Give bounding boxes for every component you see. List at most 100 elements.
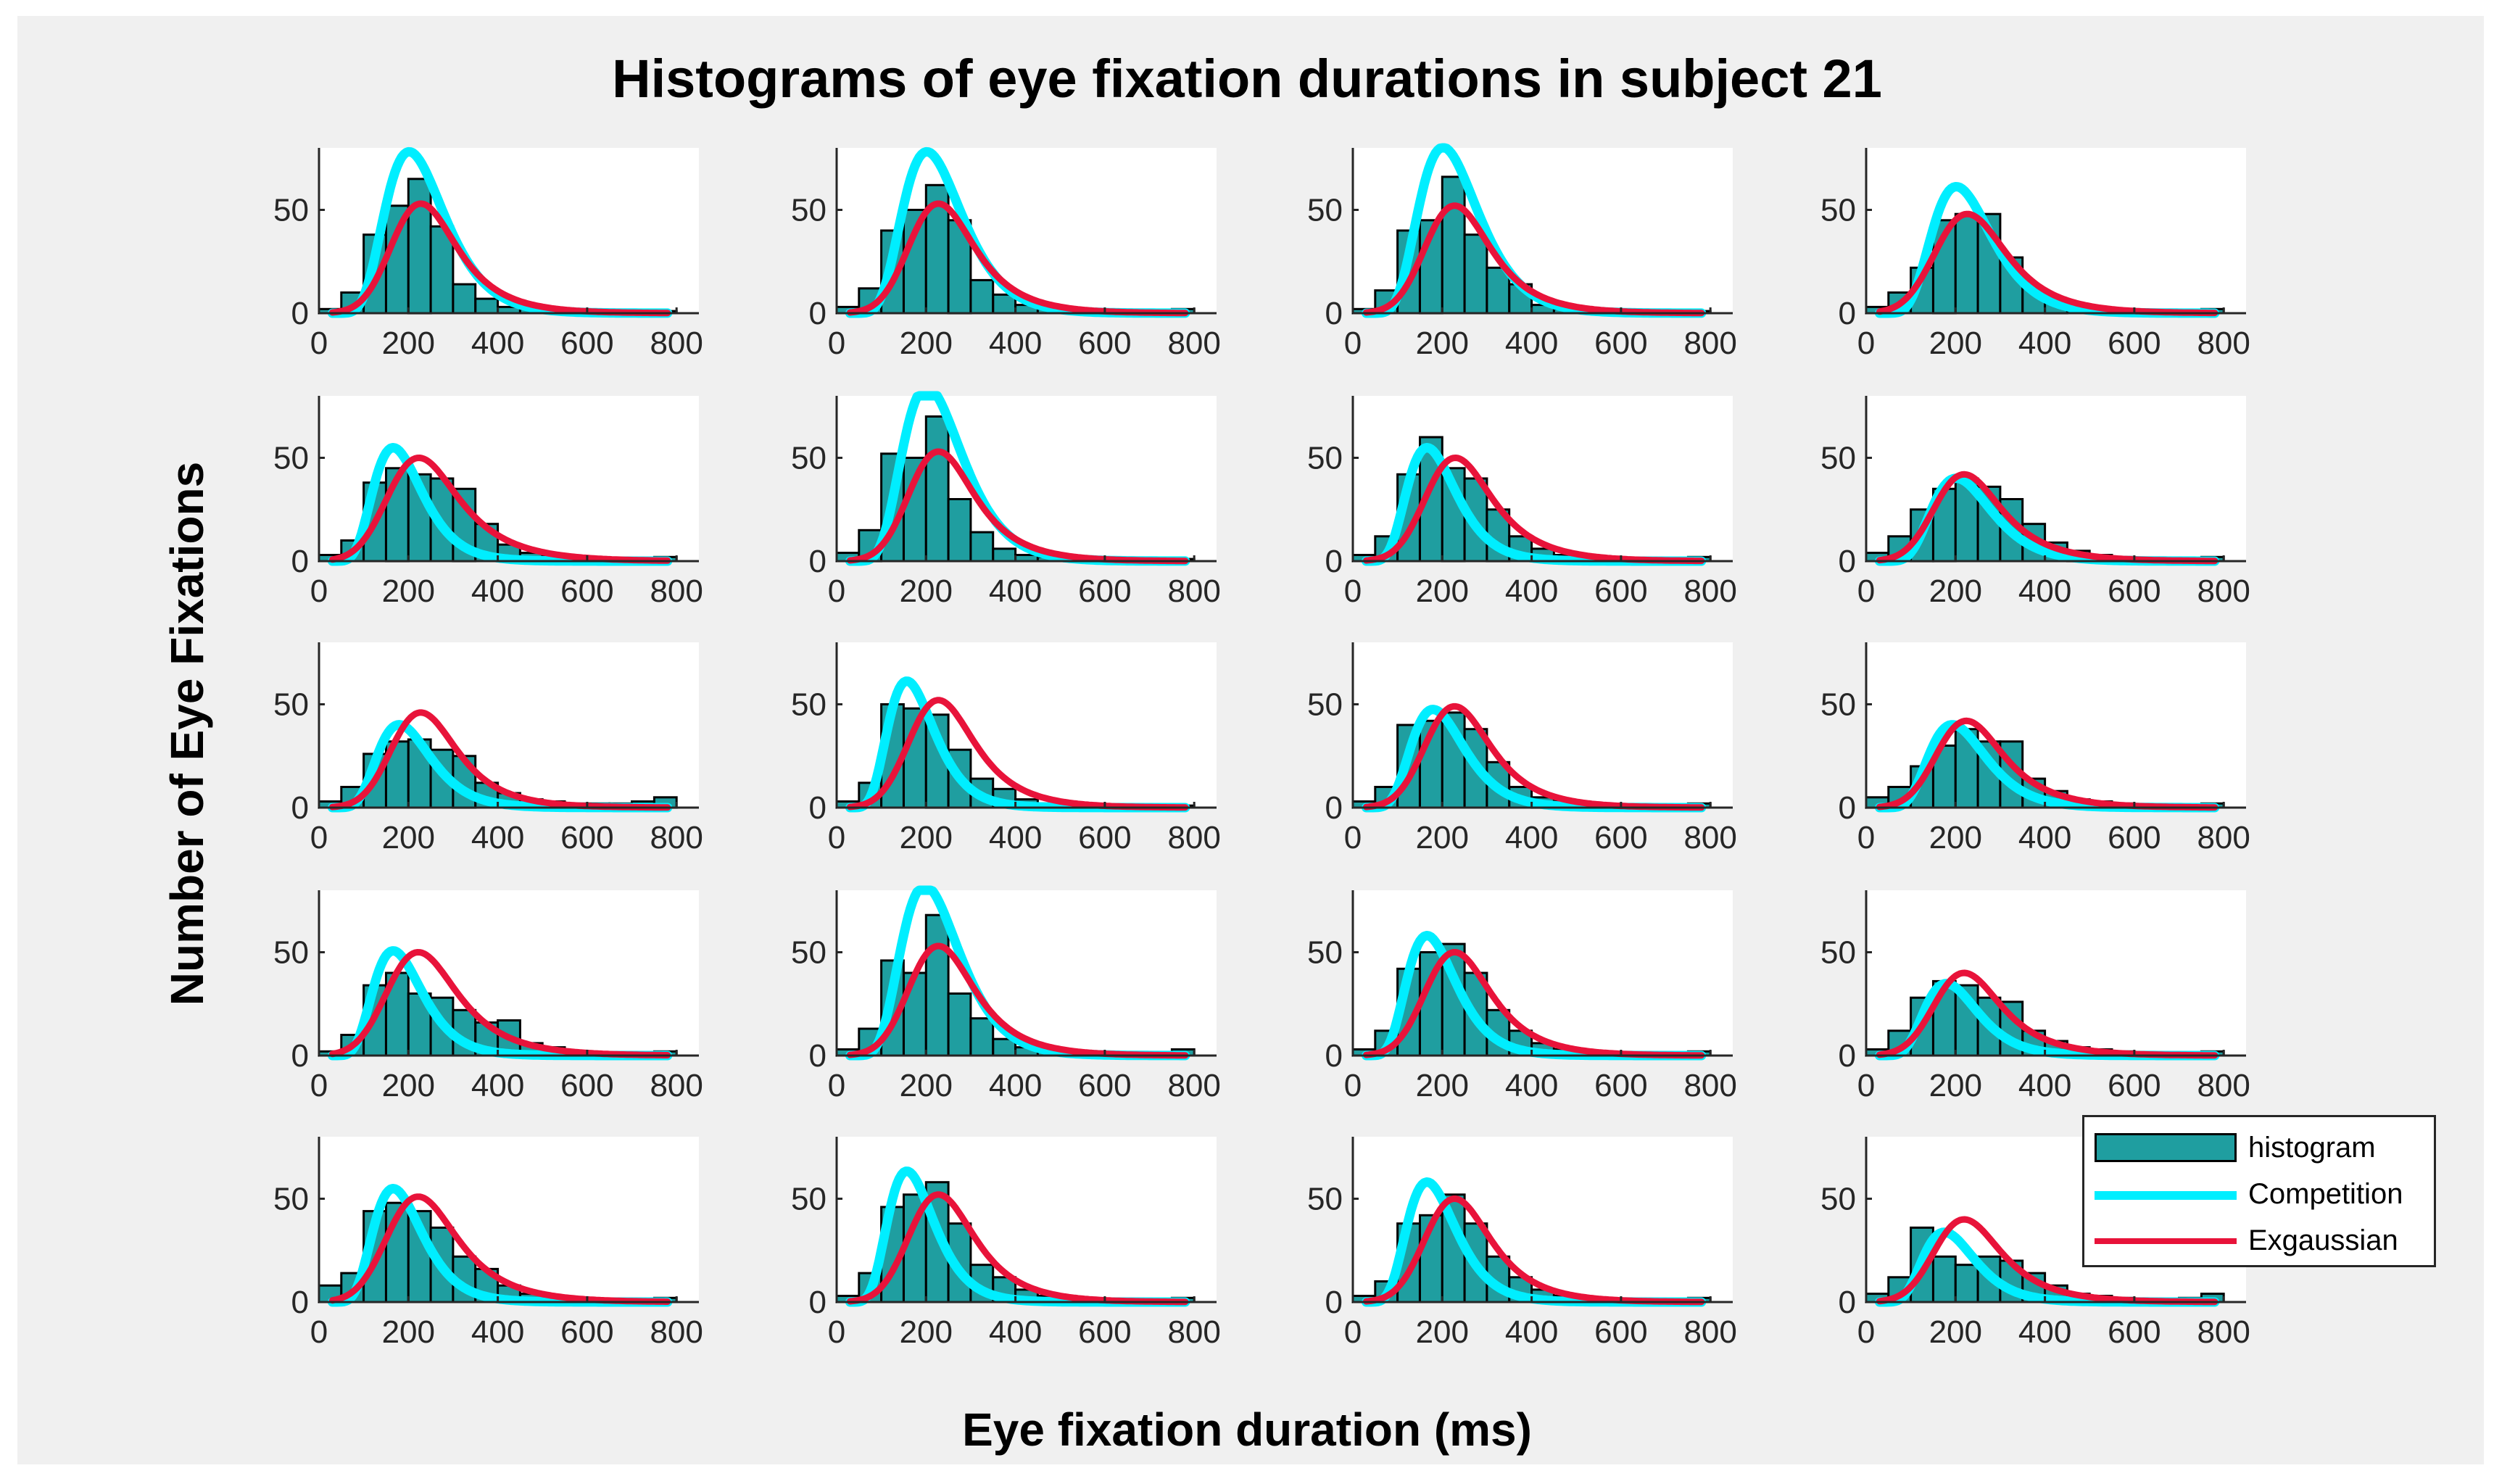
x-tick-label: 400: [2018, 573, 2071, 609]
histogram-bar: [1463, 233, 1488, 315]
histogram-bar: [474, 297, 500, 315]
y-tick-label: 50: [1820, 1182, 1856, 1217]
legend-label-exgaussian: Exgaussian: [2248, 1224, 2398, 1256]
legend-swatch-exgaussian: [2095, 1238, 2237, 1244]
x-tick-label: 200: [1929, 820, 1982, 855]
x-tick-label: 200: [382, 820, 435, 855]
x-tick-label: 0: [828, 1068, 845, 1103]
y-tick-label: 50: [791, 1182, 826, 1217]
x-tick-label: 800: [1683, 326, 1736, 361]
subplot-14: 0 200 400 600 800 0 50: [791, 885, 1221, 1103]
y-tick-label: 0: [1325, 1038, 1343, 1074]
y-tick-label: 50: [273, 687, 309, 723]
subplot-4: 0 200 400 600 800 0 50: [1820, 148, 2250, 361]
x-tick-label: 0: [828, 820, 845, 855]
x-tick-label: 200: [900, 1068, 953, 1103]
y-tick-label: 0: [1325, 1285, 1343, 1320]
x-tick-label: 400: [989, 1068, 1042, 1103]
x-tick-label: 800: [650, 326, 703, 361]
exgaussian-curve: [1363, 455, 1705, 565]
x-tick-label: 600: [2108, 1314, 2160, 1350]
x-tick-label: 400: [471, 326, 524, 361]
x-tick-label: 800: [1683, 820, 1736, 855]
x-tick-label: 600: [1594, 820, 1647, 855]
y-tick-label: 50: [1307, 687, 1343, 723]
x-tick-label: 800: [2197, 1068, 2250, 1103]
x-tick-label: 200: [382, 1314, 435, 1350]
histogram-bar: [1954, 212, 1979, 315]
histogram-bar: [969, 278, 995, 315]
y-tick-label: 50: [791, 687, 826, 723]
y-tick-label: 0: [291, 1038, 309, 1074]
x-tick-label: 200: [900, 820, 953, 855]
x-tick-label: 600: [560, 1314, 613, 1350]
x-tick-label: 600: [1594, 573, 1647, 609]
subplot-17: 0 200 400 600 800 0 50: [273, 1137, 703, 1350]
y-tick-label: 50: [791, 193, 826, 228]
x-tick-label: 600: [2108, 326, 2160, 361]
legend-swatch-competition: [2095, 1191, 2237, 1200]
x-tick-label: 0: [1857, 820, 1875, 855]
x-tick-label: 200: [1929, 1068, 1982, 1103]
x-tick-label: 800: [1683, 1314, 1736, 1350]
legend: histogram Competition Exgaussian: [2082, 1115, 2436, 1267]
x-tick-label: 200: [900, 326, 953, 361]
y-tick-label: 50: [791, 935, 826, 971]
x-tick-label: 800: [1167, 326, 1220, 361]
x-tick-label: 400: [1505, 820, 1558, 855]
y-tick-label: 50: [273, 1182, 309, 1217]
x-tick-label: 800: [1167, 573, 1220, 609]
y-tick-label: 50: [1820, 441, 1856, 476]
x-tick-label: 0: [310, 573, 328, 609]
subplot-2: 0 200 400 600 800 0 50: [791, 146, 1221, 361]
y-tick-label: 0: [809, 790, 826, 826]
x-tick-label: 0: [310, 326, 328, 361]
y-tick-label: 50: [1820, 935, 1856, 971]
x-tick-label: 200: [1416, 820, 1469, 855]
y-tick-label: 50: [1820, 687, 1856, 723]
exgaussian-curve: [329, 949, 671, 1058]
x-tick-label: 600: [1594, 1068, 1647, 1103]
x-tick-label: 400: [471, 820, 524, 855]
subplot-1: 0 200 400 600 800 0 50: [273, 146, 703, 361]
subplot-10: 0 200 400 600 800 0 50: [791, 642, 1221, 855]
subplot-12: 0 200 400 600 800 0 50: [1820, 642, 2250, 855]
x-tick-label: 0: [1857, 1068, 1875, 1103]
x-tick-label: 400: [2018, 1314, 2071, 1350]
subplot-16: 0 200 400 600 800 0 50: [1820, 890, 2250, 1103]
y-tick-label: 0: [291, 296, 309, 331]
x-tick-label: 800: [1683, 1068, 1736, 1103]
histogram-bar: [407, 178, 432, 315]
x-tick-label: 400: [2018, 820, 2071, 855]
y-tick-label: 50: [1307, 1182, 1343, 1217]
x-tick-label: 0: [310, 1314, 328, 1350]
y-tick-label: 0: [1839, 1285, 1856, 1320]
exgaussian-curve: [329, 455, 671, 564]
legend-swatch-histogram: [2095, 1133, 2237, 1162]
legend-item-histogram: histogram: [2084, 1126, 2434, 1169]
y-tick-label: 50: [1820, 193, 1856, 228]
legend-item-competition: Competition: [2084, 1172, 2434, 1216]
x-tick-label: 400: [2018, 1068, 2071, 1103]
x-tick-label: 600: [1594, 326, 1647, 361]
histogram-bar: [969, 1017, 995, 1057]
x-tick-label: 200: [1929, 326, 1982, 361]
y-tick-label: 50: [273, 935, 309, 971]
x-tick-label: 800: [1167, 820, 1220, 855]
histogram-bar: [1441, 175, 1466, 315]
x-tick-label: 600: [1078, 573, 1131, 609]
histogram-bar: [385, 1201, 410, 1303]
subplot-9: 0 200 400 600 800 0 50: [273, 642, 703, 855]
x-tick-label: 600: [560, 326, 613, 361]
y-tick-label: 50: [1307, 441, 1343, 476]
legend-item-exgaussian: Exgaussian: [2084, 1219, 2434, 1262]
subplot-7: 0 200 400 600 800 0 50: [1307, 396, 1737, 609]
x-tick-label: 200: [1416, 326, 1469, 361]
histogram-bar: [992, 547, 1017, 563]
x-tick-label: 200: [900, 1314, 953, 1350]
x-tick-label: 800: [650, 1314, 703, 1350]
x-tick-label: 800: [2197, 326, 2250, 361]
x-tick-label: 200: [1929, 573, 1982, 609]
subplot-15: 0 200 400 600 800 0 50: [1307, 890, 1737, 1103]
